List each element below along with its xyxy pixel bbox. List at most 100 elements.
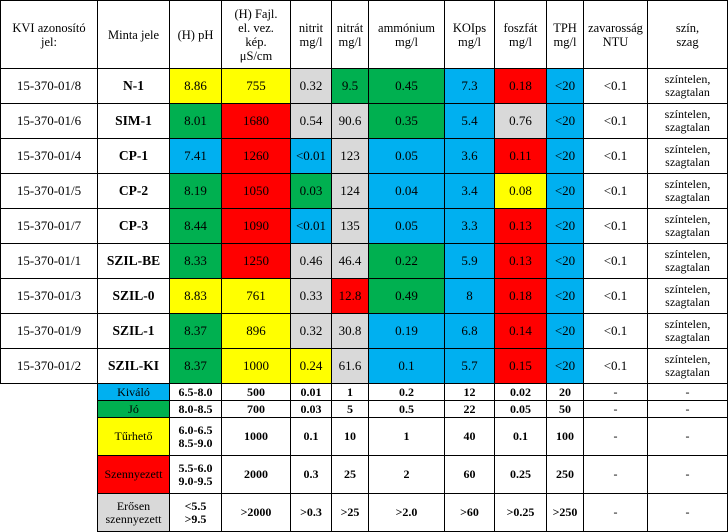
- cell-fajl: 761: [221, 278, 291, 314]
- cell-kvi: 15-370-01/2: [0, 348, 98, 384]
- table-row: 15-370-01/3 SZIL-0 8.83 761 0.33 12.8 0.…: [0, 278, 728, 314]
- cell-koips: 8: [444, 278, 495, 314]
- legend-foszfat: 0.05: [494, 400, 547, 418]
- table-row: 15-370-01/5 CP-2 8.19 1050 0.03 124 0.04…: [0, 173, 728, 209]
- cell-tph: <20: [546, 103, 584, 139]
- header-kvi: KVI azonosító jel:: [0, 0, 98, 69]
- header-foszfat: foszfát mg/l: [494, 0, 547, 69]
- cell-ph: 8.37: [169, 348, 222, 384]
- cell-nitrit: 0.33: [290, 278, 332, 314]
- cell-minta: SZIL-0: [97, 278, 170, 314]
- table-row: 15-370-01/9 SZIL-1 8.37 896 0.32 30.8 0.…: [0, 313, 728, 349]
- legend-ph: 8.0-8.5: [169, 400, 222, 418]
- cell-tph: <20: [546, 138, 584, 174]
- header-ph: (H) pH: [169, 0, 222, 69]
- cell-szin: színtelen, szagtalan: [647, 278, 728, 314]
- legend-zavarossag: -: [583, 383, 648, 401]
- cell-ph: 7.41: [169, 138, 222, 174]
- cell-zavarossag: <0.1: [583, 103, 648, 139]
- cell-szin: színtelen, szagtalan: [647, 103, 728, 139]
- cell-nitrit: <0.01: [290, 138, 332, 174]
- cell-koips: 3.4: [444, 173, 495, 209]
- cell-zavarossag: <0.1: [583, 348, 648, 384]
- legend-fajl: 500: [221, 383, 291, 401]
- cell-nitrat: 90.6: [331, 103, 369, 139]
- cell-nitrit: 0.32: [290, 68, 332, 104]
- cell-ph: 8.19: [169, 173, 222, 209]
- cell-ammonium: 0.1: [368, 348, 445, 384]
- cell-fajl: 1680: [221, 103, 291, 139]
- legend-szin: -: [647, 417, 728, 456]
- legend-label-erosen: Erősen szennyezett: [97, 493, 170, 532]
- header-nitrit: nitrit mg/l: [290, 0, 332, 69]
- cell-koips: 3.6: [444, 138, 495, 174]
- legend-nitrit: >0.3: [290, 493, 332, 532]
- legend-tph: >250: [546, 493, 584, 532]
- header-koips: KOIps mg/l: [444, 0, 495, 69]
- cell-foszfat: 0.13: [494, 208, 547, 244]
- cell-fajl: 896: [221, 313, 291, 349]
- legend-fajl: 1000: [221, 417, 291, 456]
- cell-minta: CP-1: [97, 138, 170, 174]
- cell-koips: 5.4: [444, 103, 495, 139]
- legend-row-szennyezett: Szennyezett 5.5-6.0 9.0-9.5 2000 0.3 25 …: [1, 455, 728, 494]
- cell-nitrat: 61.6: [331, 348, 369, 384]
- cell-zavarossag: <0.1: [583, 313, 648, 349]
- legend-nitrat: >25: [331, 493, 369, 532]
- cell-foszfat: 0.13: [494, 243, 547, 279]
- legend-ph: 6.0-6.5 8.5-9.0: [169, 417, 222, 456]
- cell-szin: színtelen, szagtalan: [647, 313, 728, 349]
- cell-nitrat: 124: [331, 173, 369, 209]
- cell-tph: <20: [546, 313, 584, 349]
- legend-nitrit: 0.1: [290, 417, 332, 456]
- legend-szin: -: [647, 493, 728, 532]
- cell-tph: <20: [546, 243, 584, 279]
- legend-szin: -: [647, 383, 728, 401]
- cell-kvi: 15-370-01/8: [0, 68, 98, 104]
- legend-nitrit: 0.3: [290, 455, 332, 494]
- cell-nitrit: 0.03: [290, 173, 332, 209]
- legend-row-turheto: Tűrhető 6.0-6.5 8.5-9.0 1000 0.1 10 1 40…: [1, 417, 728, 456]
- cell-tph: <20: [546, 68, 584, 104]
- header-szin: szín, szag: [647, 0, 728, 69]
- cell-koips: 7.3: [444, 68, 495, 104]
- legend-label-jo: Jó: [97, 400, 170, 418]
- legend-zavarossag: -: [583, 455, 648, 494]
- cell-minta: N-1: [97, 68, 170, 104]
- cell-nitrit: 0.46: [290, 243, 332, 279]
- cell-ph: 8.83: [169, 278, 222, 314]
- legend-foszfat: 0.25: [494, 455, 547, 494]
- legend-nitrat: 5: [331, 400, 369, 418]
- legend-row-erosen: Erősen szennyezett <5.5 >9.5 >2000 >0.3 …: [1, 493, 728, 532]
- cell-ph: 8.33: [169, 243, 222, 279]
- cell-nitrat: 135: [331, 208, 369, 244]
- legend-zavarossag: -: [583, 417, 648, 456]
- cell-ammonium: 0.19: [368, 313, 445, 349]
- cell-nitrat: 9.5: [331, 68, 369, 104]
- legend-row-jo: Jó 8.0-8.5 700 0.03 5 0.5 22 0.05 50 - -: [1, 400, 728, 418]
- cell-ph: 8.86: [169, 68, 222, 104]
- cell-minta: SZIL-KI: [97, 348, 170, 384]
- cell-nitrit: <0.01: [290, 208, 332, 244]
- legend-ph: 6.5-8.0: [169, 383, 222, 401]
- legend-nitrat: 1: [331, 383, 369, 401]
- cell-koips: 6.8: [444, 313, 495, 349]
- cell-kvi: 15-370-01/7: [0, 208, 98, 244]
- table-row: 15-370-01/2 SZIL-KI 8.37 1000 0.24 61.6 …: [0, 348, 728, 384]
- table-row: 15-370-01/4 CP-1 7.41 1260 <0.01 123 0.0…: [0, 138, 728, 174]
- legend-nitrit: 0.03: [290, 400, 332, 418]
- cell-nitrat: 12.8: [331, 278, 369, 314]
- cell-zavarossag: <0.1: [583, 138, 648, 174]
- cell-fajl: 1050: [221, 173, 291, 209]
- cell-nitrit: 0.54: [290, 103, 332, 139]
- cell-ph: 8.37: [169, 313, 222, 349]
- legend-ammonium: 2: [368, 455, 445, 494]
- cell-zavarossag: <0.1: [583, 278, 648, 314]
- legend-label-szennyezett: Szennyezett: [97, 455, 170, 494]
- cell-kvi: 15-370-01/1: [0, 243, 98, 279]
- legend-foszfat: >0.25: [494, 493, 547, 532]
- cell-nitrat: 30.8: [331, 313, 369, 349]
- legend-label-kivalo: Kiváló: [97, 383, 170, 401]
- cell-fajl: 1000: [221, 348, 291, 384]
- legend-foszfat: 0.1: [494, 417, 547, 456]
